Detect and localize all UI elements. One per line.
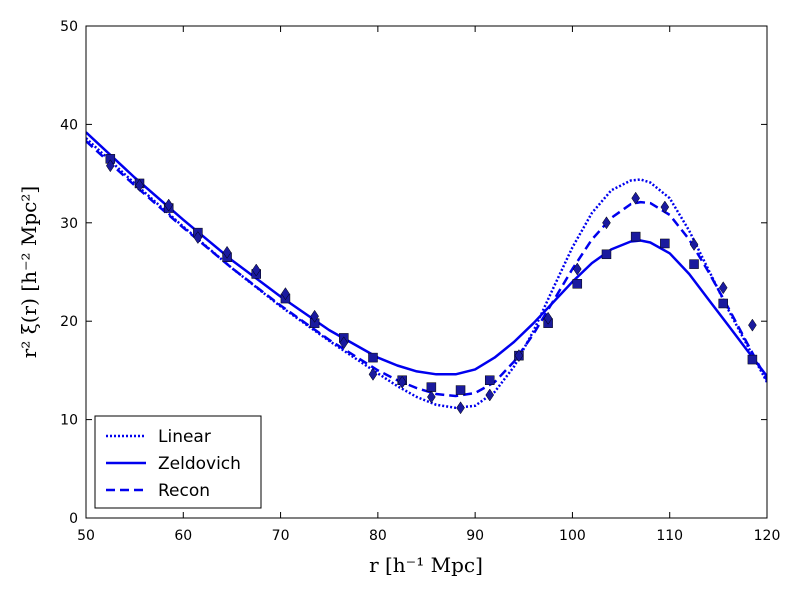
y-tick-label: 40: [60, 117, 78, 133]
diamond-marker: [427, 390, 436, 404]
diamond-marker: [135, 178, 144, 192]
diamond-marker: [456, 401, 465, 415]
x-axis-label: r [h⁻¹ Mpc]: [369, 553, 483, 577]
y-tick-label: 0: [69, 511, 78, 527]
square-marker: [718, 298, 728, 309]
diamond-marker: [193, 231, 203, 245]
x-tick-label: 110: [656, 528, 683, 544]
diamond-marker: [660, 200, 670, 214]
diamond-marker: [631, 191, 640, 205]
diamond-marker: [310, 309, 319, 323]
series-line-zeldovich: [86, 131, 767, 378]
diamond-marker: [397, 375, 407, 389]
square-marker: [572, 279, 583, 289]
x-tick-label: 120: [754, 528, 781, 544]
tick-labels: 50 60 70 80 90 100 110 120 0 10 20 30 40 50: [60, 19, 780, 544]
series-line-recon: [86, 140, 767, 398]
diamond-marker: [602, 216, 611, 230]
y-tick-label: 10: [60, 413, 78, 429]
square-marker: [689, 259, 699, 269]
diamond-marker: [572, 262, 582, 276]
diamond-marker: [748, 318, 757, 332]
legend-label-recon: Recon: [158, 481, 210, 501]
x-tick-label: 100: [559, 528, 586, 544]
y-tick-label: 30: [60, 216, 78, 232]
diamond-marker: [106, 159, 115, 173]
diamond-marker: [718, 281, 728, 295]
diamond-marker: [281, 287, 290, 301]
square-marker: [368, 352, 378, 363]
diamond-marker: [543, 311, 553, 325]
series-lines: [86, 131, 767, 410]
diamond-marker: [689, 237, 699, 251]
square-marker: [455, 385, 466, 395]
x-tick-label: 70: [272, 528, 290, 544]
plot-frame: [85, 25, 768, 519]
diamond-marker: [368, 367, 378, 381]
diamond-marker: [164, 198, 173, 212]
x-tick-label: 90: [466, 528, 484, 544]
legend-label-linear: Linear: [158, 427, 211, 447]
square-marker: [660, 238, 670, 249]
diamond-marker: [251, 263, 261, 277]
legend: Linear Zeldovich Recon: [94, 415, 262, 509]
diamond-marker: [339, 336, 349, 350]
square-marker: [426, 382, 437, 392]
diamond-marker: [222, 245, 232, 259]
x-tick-label: 60: [174, 528, 192, 544]
y-tick-label: 20: [60, 314, 78, 330]
square-marker: [747, 354, 758, 365]
square-marker: [601, 249, 612, 260]
diamond-marker: [485, 388, 495, 402]
data-markers: [105, 154, 758, 415]
square-marker: [484, 375, 495, 385]
square-marker: [630, 231, 641, 242]
y-tick-label: 50: [60, 19, 78, 35]
diamond-marker: [514, 349, 524, 363]
x-tick-label: 80: [369, 528, 387, 544]
y-axis-label: r² ξ(r) [h⁻² Mpc²]: [17, 186, 41, 358]
legend-label-zeldovich: Zeldovich: [158, 454, 241, 474]
x-tick-label: 50: [77, 528, 95, 544]
